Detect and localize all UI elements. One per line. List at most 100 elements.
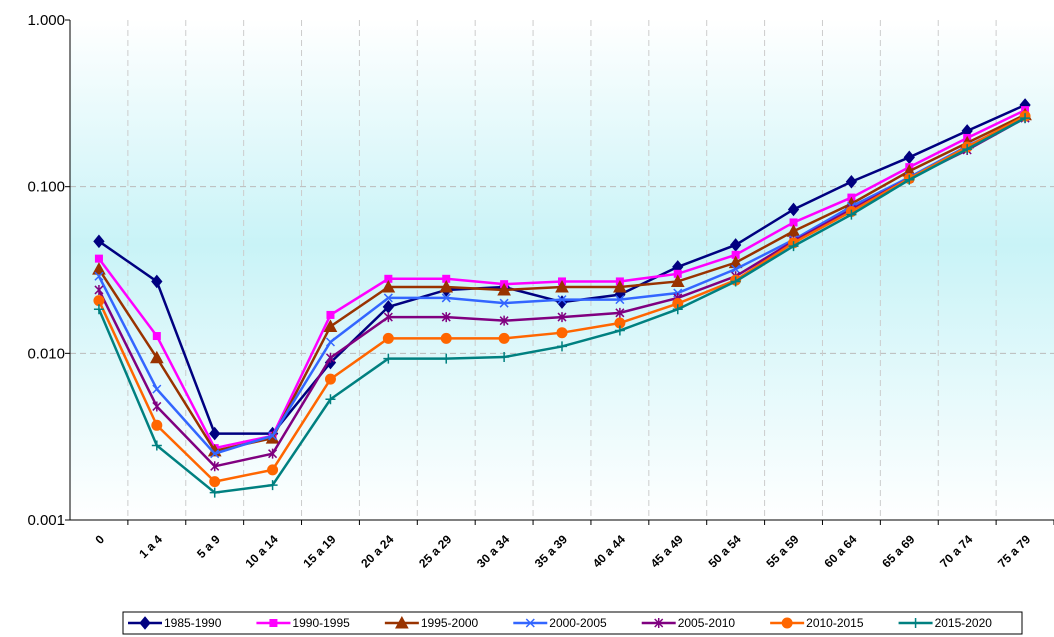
x-tick-label: 60 a 64 — [821, 532, 859, 570]
marker — [267, 464, 279, 476]
x-tick-label: 30 a 34 — [474, 532, 512, 570]
marker — [152, 401, 162, 412]
marker — [525, 618, 535, 628]
x-tick-label: 35 a 39 — [532, 532, 570, 570]
marker — [614, 325, 625, 336]
lines — [92, 98, 1032, 498]
x-tick-label: 1 a 4 — [136, 532, 165, 561]
marker — [324, 373, 336, 385]
marker — [381, 279, 396, 293]
x-tick-label: 45 a 49 — [648, 532, 686, 570]
y-tick-label: 0.010 — [27, 345, 65, 362]
y-tick-label: 0.100 — [27, 179, 65, 196]
marker — [788, 241, 799, 252]
marker — [615, 307, 625, 318]
marker — [441, 353, 452, 364]
marker — [151, 419, 163, 431]
legend-label: 1995-2000 — [421, 616, 479, 630]
marker — [557, 341, 567, 352]
marker — [210, 449, 220, 459]
marker — [441, 293, 451, 303]
marker — [94, 284, 104, 295]
x-tick-label: 25 a 29 — [416, 532, 454, 570]
x-tick-label: 15 a 19 — [300, 532, 338, 570]
x-tick-label: 0 — [92, 532, 107, 547]
legend-label: 2000-2005 — [549, 616, 607, 630]
marker — [613, 279, 627, 293]
marker — [152, 384, 162, 394]
marker — [210, 461, 220, 472]
marker — [654, 618, 664, 628]
marker — [209, 426, 221, 441]
marker — [440, 332, 452, 344]
legend-items: 1985-1990 1990-1995 1995-2000 2000-2005 2005… — [128, 615, 993, 630]
marker — [962, 144, 973, 155]
marker — [325, 337, 336, 347]
marker — [499, 352, 510, 363]
marker — [497, 282, 511, 296]
marker — [268, 431, 278, 441]
marker — [139, 616, 151, 630]
marker — [787, 202, 800, 217]
marker — [615, 295, 625, 305]
y-tick-label: 0.001 — [27, 512, 65, 529]
marker — [382, 332, 394, 344]
marker — [556, 327, 568, 339]
marker — [151, 440, 162, 451]
marker — [728, 255, 743, 269]
marker — [499, 315, 509, 326]
x-tick-label: 5 a 9 — [194, 532, 223, 561]
marker — [149, 350, 164, 364]
legend-label: 2015-2020 — [935, 616, 993, 630]
marker — [845, 174, 858, 189]
plot-area — [70, 20, 1054, 520]
marker — [94, 271, 104, 281]
legend — [122, 611, 1023, 635]
marker — [94, 254, 103, 263]
x-tick-label: 40 a 44 — [590, 532, 628, 570]
marker — [555, 279, 569, 293]
marker — [910, 618, 921, 628]
marker — [93, 234, 105, 249]
marker — [786, 224, 801, 237]
marker — [267, 480, 278, 491]
marker — [268, 448, 278, 459]
marker — [557, 312, 567, 323]
marker — [325, 352, 336, 363]
marker — [781, 617, 793, 629]
marker — [326, 310, 335, 319]
marker — [731, 264, 741, 274]
x-tick-label: 20 a 24 — [358, 532, 396, 570]
marker — [209, 476, 221, 488]
marker — [499, 298, 509, 308]
marker — [152, 332, 161, 341]
marker — [383, 293, 393, 303]
x-tick-label: 65 a 69 — [879, 532, 917, 570]
marker — [92, 262, 106, 275]
marker — [672, 304, 683, 315]
marker — [269, 619, 278, 627]
legend-label: 2010-2015 — [806, 616, 864, 630]
legend-label: 2005-2010 — [678, 616, 736, 630]
marker — [730, 276, 741, 287]
marker — [846, 209, 857, 220]
x-tick-label: 75 a 79 — [995, 532, 1033, 570]
marker — [93, 304, 104, 315]
marker — [498, 332, 510, 344]
marker — [557, 295, 567, 305]
marker — [441, 312, 451, 323]
marker — [209, 487, 220, 498]
marker — [395, 615, 409, 629]
x-tick-label: 55 a 59 — [763, 532, 801, 570]
x-tick-label: 10 a 14 — [242, 532, 280, 570]
marker — [383, 312, 393, 323]
legend-label: 1985-1990 — [164, 616, 222, 630]
x-tick-label: 70 a 74 — [937, 532, 975, 570]
marker — [151, 274, 163, 289]
marker — [904, 174, 915, 185]
grid — [65, 19, 1054, 525]
marker — [325, 394, 336, 405]
marker — [670, 274, 685, 287]
y-tick-label: 1.000 — [27, 12, 65, 29]
